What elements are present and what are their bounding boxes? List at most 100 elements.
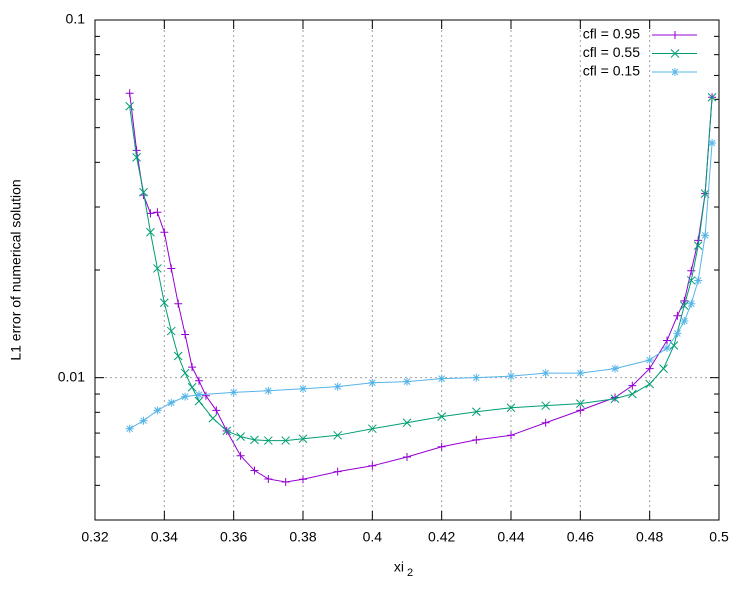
point-marker	[437, 412, 447, 422]
point-marker	[507, 372, 515, 381]
point-marker	[541, 418, 550, 427]
point-marker	[693, 241, 703, 250]
point-marker	[263, 436, 273, 445]
point-marker	[250, 435, 259, 445]
point-marker	[663, 344, 671, 353]
point-marker	[132, 153, 141, 162]
point-marker	[472, 435, 481, 444]
point-marker	[403, 453, 411, 462]
point-marker	[146, 209, 155, 218]
x-tick-label: 0.5	[709, 529, 729, 545]
point-marker	[645, 379, 655, 389]
point-marker	[195, 376, 203, 385]
legend-label: cfl = 0.15	[583, 63, 640, 79]
legend-label: cfl = 0.95	[583, 26, 640, 42]
point-marker	[139, 187, 148, 197]
point-marker	[701, 231, 710, 240]
legend-marker	[671, 31, 679, 39]
point-marker	[663, 336, 671, 345]
point-marker	[541, 401, 551, 411]
point-marker	[687, 299, 696, 308]
point-marker	[146, 227, 155, 237]
point-marker	[333, 430, 343, 440]
point-marker	[368, 461, 377, 470]
point-marker	[333, 382, 342, 391]
y-tick-label: 0.01	[58, 368, 85, 384]
point-marker	[160, 228, 169, 237]
plot-border	[94, 19, 720, 521]
point-marker	[611, 364, 619, 373]
point-marker	[610, 394, 620, 404]
point-marker	[181, 392, 190, 401]
point-marker	[673, 329, 682, 338]
legend-marker	[670, 49, 680, 58]
point-marker	[201, 391, 210, 400]
point-marker	[472, 373, 481, 382]
point-marker	[208, 413, 218, 423]
x-axis-label: xi	[394, 559, 404, 575]
x-tick-label: 0.46	[567, 529, 594, 545]
point-marker	[229, 388, 238, 397]
point-marker	[686, 276, 696, 285]
point-marker	[236, 451, 245, 460]
point-marker	[403, 377, 411, 386]
point-marker	[628, 381, 637, 390]
point-marker	[694, 276, 703, 285]
point-marker	[264, 386, 273, 395]
point-marker	[707, 92, 717, 102]
point-marker	[627, 389, 637, 399]
point-marker	[188, 363, 197, 372]
x-tick-label: 0.44	[497, 529, 524, 545]
point-marker	[181, 330, 190, 339]
x-tick-label: 0.32	[81, 529, 108, 545]
point-marker	[687, 266, 696, 275]
point-marker	[541, 369, 550, 378]
point-marker	[139, 416, 148, 425]
point-marker	[298, 434, 308, 444]
point-marker	[187, 382, 197, 392]
x-axis-label-subscript: 2	[407, 567, 413, 579]
point-marker	[506, 403, 516, 413]
point-marker	[125, 89, 134, 98]
y-tick-label: 0.1	[66, 11, 86, 27]
series-line	[129, 93, 713, 483]
point-marker	[645, 356, 654, 365]
point-marker	[195, 390, 203, 399]
point-marker	[299, 384, 307, 393]
x-tick-label: 0.48	[636, 529, 663, 545]
point-marker	[437, 374, 446, 383]
point-marker	[281, 477, 290, 486]
point-marker	[679, 301, 689, 310]
point-marker	[153, 406, 162, 415]
x-tick-label: 0.36	[220, 529, 247, 545]
point-marker	[194, 396, 204, 406]
x-tick-label: 0.38	[289, 529, 316, 545]
x-tick-label: 0.4	[363, 529, 383, 545]
y-axis-label: L1 error of numerical solution	[8, 179, 24, 360]
x-tick-label: 0.34	[151, 529, 178, 545]
point-marker	[264, 474, 273, 483]
point-marker	[368, 378, 377, 387]
point-marker	[680, 317, 689, 326]
point-marker	[507, 431, 515, 440]
point-marker	[125, 424, 134, 433]
point-marker	[576, 406, 585, 415]
point-marker	[471, 407, 481, 417]
point-marker	[645, 364, 654, 373]
point-marker	[299, 475, 307, 484]
point-marker	[166, 326, 176, 336]
point-marker	[673, 311, 682, 320]
point-marker	[437, 442, 446, 451]
point-marker	[167, 398, 176, 407]
point-marker	[153, 264, 162, 273]
point-marker	[367, 424, 377, 434]
point-marker	[173, 351, 183, 361]
x-tick-label: 0.42	[428, 529, 455, 545]
point-marker	[281, 436, 291, 445]
point-marker	[575, 399, 585, 409]
point-marker	[174, 299, 183, 308]
point-marker	[576, 369, 585, 378]
point-marker	[402, 418, 412, 428]
point-marker	[212, 406, 221, 415]
